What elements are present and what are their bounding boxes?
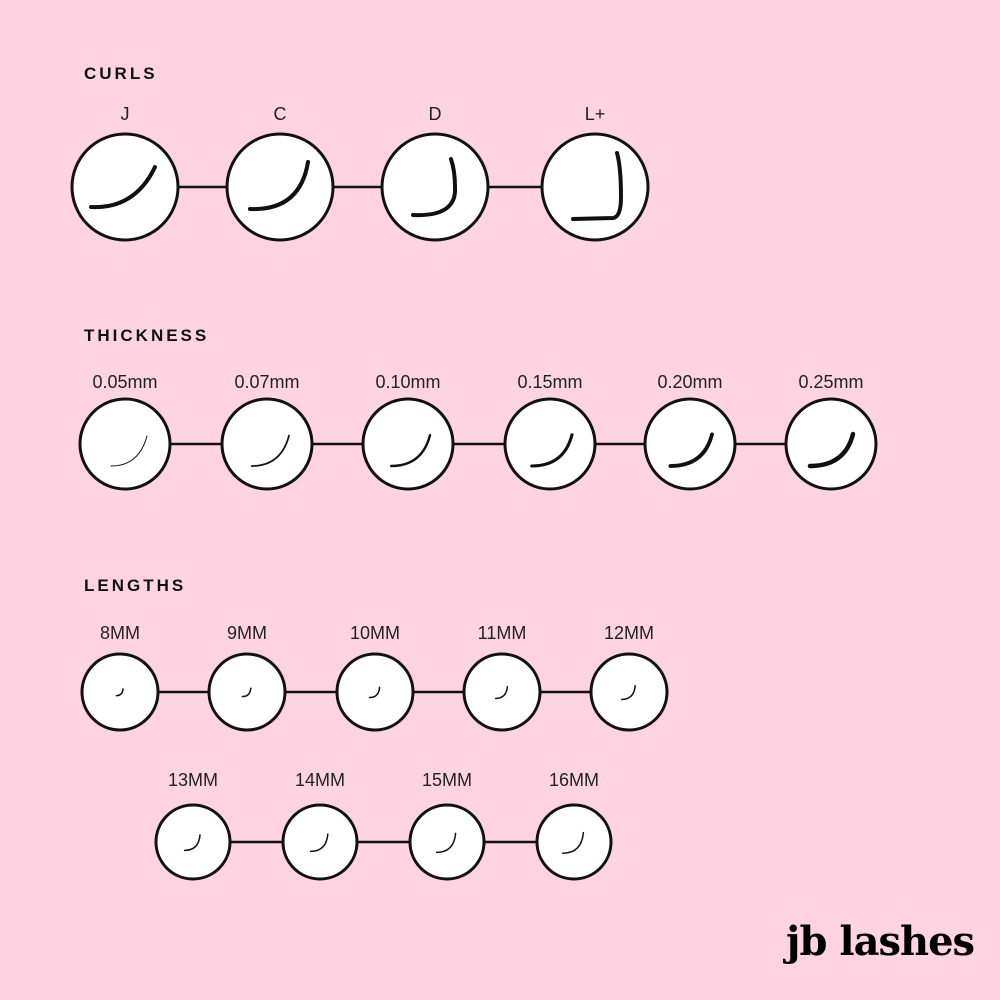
lash-icon	[561, 831, 585, 855]
item-label: J	[120, 104, 130, 124]
item-label: 0.10mm	[375, 372, 441, 392]
item-label: 15MM	[421, 770, 473, 790]
lash-icon	[668, 432, 714, 468]
lash-icon	[571, 151, 624, 221]
lash-circle	[225, 132, 335, 242]
lash-circle	[281, 803, 359, 881]
lash-circle	[80, 652, 160, 732]
lash-icon	[411, 157, 458, 218]
lash-icon	[368, 686, 381, 699]
item-label: 9MM	[227, 623, 267, 643]
lash-icon	[110, 435, 148, 467]
lash-circle	[207, 652, 287, 732]
lash-icon	[309, 833, 329, 853]
lash-circle	[408, 803, 486, 881]
lash-icon	[807, 431, 856, 469]
lash-icon	[115, 688, 124, 697]
item-label: 0.15mm	[517, 372, 583, 392]
lash-circle	[462, 652, 542, 732]
lash-circle	[589, 652, 669, 732]
lash-circle	[361, 397, 455, 491]
lash-icon	[250, 434, 290, 467]
item-label: 13MM	[167, 770, 219, 790]
lash-icon	[241, 687, 252, 698]
item-label: 0.20mm	[657, 372, 723, 392]
item-label: 0.05mm	[92, 372, 158, 392]
lash-circle	[220, 397, 314, 491]
curls-heading: CURLS	[84, 64, 158, 83]
item-label: D	[428, 104, 442, 124]
item-label: 0.25mm	[798, 372, 864, 392]
lash-icon	[620, 685, 636, 701]
lash-icon	[530, 433, 574, 468]
item-label: 11MM	[477, 623, 527, 643]
lash-circle	[535, 803, 613, 881]
lengths-heading: LENGTHS	[84, 576, 187, 595]
item-label: 16MM	[548, 770, 600, 790]
lash-circle	[154, 803, 232, 881]
jb-lashes-logo: jb lashes	[786, 918, 975, 965]
lash-circle	[643, 397, 737, 491]
item-label: 8MM	[100, 623, 140, 643]
item-label: 0.07mm	[234, 372, 300, 392]
item-label: 12MM	[603, 623, 655, 643]
lash-circle	[70, 132, 180, 242]
lash-circle	[540, 132, 650, 242]
lash-circle	[335, 652, 415, 732]
item-label: 10MM	[349, 623, 401, 643]
lash-icon	[390, 434, 432, 468]
thickness-heading: THICKNESS	[84, 326, 210, 345]
lash-circle	[380, 132, 490, 242]
item-label: 14MM	[294, 770, 346, 790]
lash-circle	[78, 397, 172, 491]
lash-icon	[435, 832, 457, 854]
lash-circle	[503, 397, 597, 491]
lash-circle	[784, 397, 878, 491]
lash-icon	[248, 160, 310, 212]
item-label: C	[273, 104, 287, 124]
lash-icon	[494, 685, 509, 700]
lash-icon	[183, 834, 201, 852]
item-label: L+	[584, 104, 606, 124]
lash-icon	[89, 165, 157, 210]
